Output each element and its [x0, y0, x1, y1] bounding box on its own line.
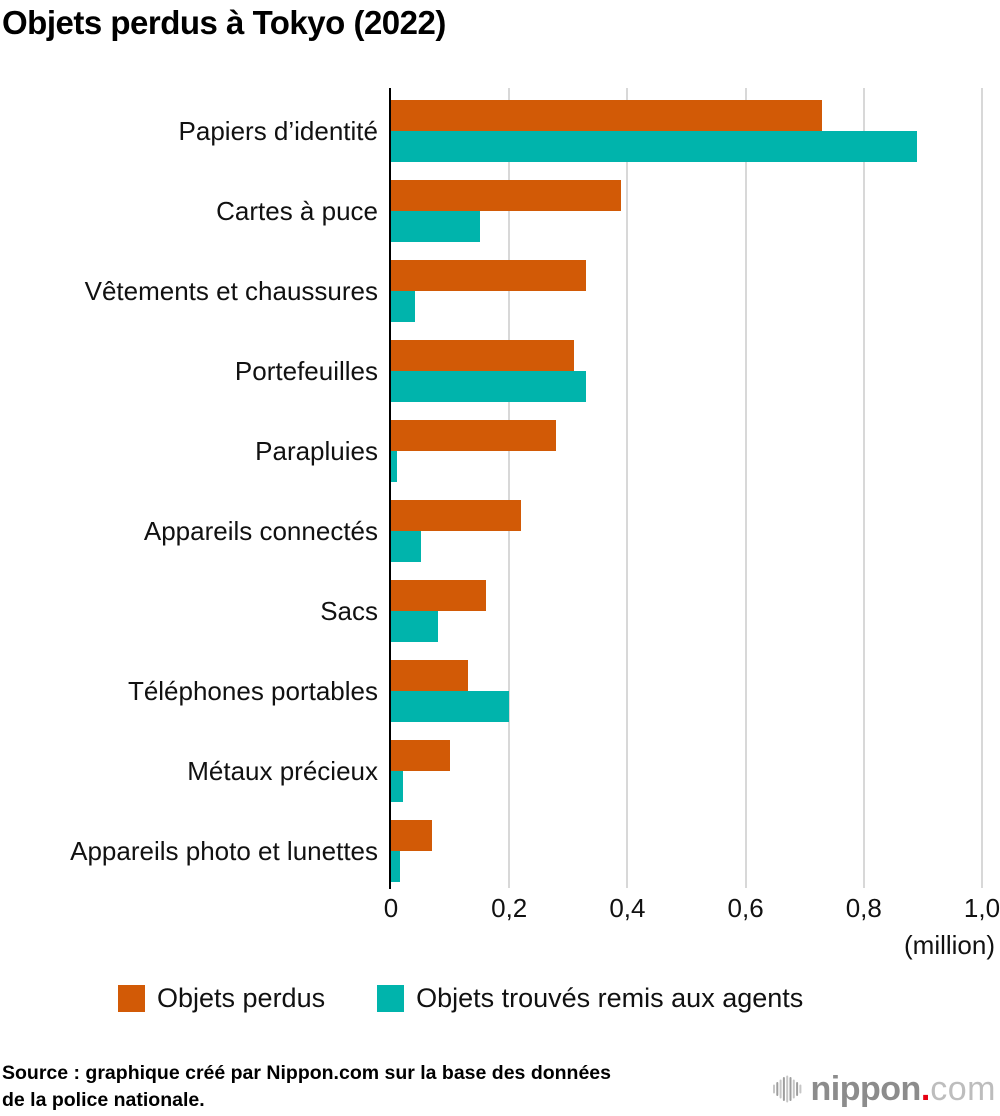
bar-objets-perdus	[391, 740, 451, 771]
bar-objets-perdus	[391, 820, 433, 851]
category-labels: Papiers d’identité Cartes à puce Vêtements…	[0, 88, 378, 888]
legend-label: Objets trouvés remis aux agents	[416, 983, 804, 1013]
nippon-logo: nippon.com	[772, 1070, 996, 1108]
category-label: Cartes à puce	[216, 196, 378, 226]
bar-objets-trouves	[391, 291, 415, 322]
bar-objets-perdus	[391, 500, 522, 531]
x-tick-label: 0,6	[727, 893, 764, 923]
legend-item: Objets perdus	[118, 983, 325, 1014]
category-label: Vêtements et chaussures	[84, 276, 378, 306]
y-axis-line	[389, 88, 391, 889]
bar-objets-perdus	[391, 340, 575, 371]
legend-swatch	[118, 985, 145, 1012]
legend-swatch	[377, 985, 405, 1012]
category-label: Appareils photo et lunettes	[70, 836, 378, 866]
category-label: Portefeuilles	[234, 356, 378, 386]
category-label: Papiers d’identité	[178, 116, 378, 146]
bar-objets-perdus	[391, 180, 622, 211]
category-label: Sacs	[320, 596, 378, 626]
gridline	[626, 88, 629, 888]
category-label: Métaux précieux	[187, 756, 378, 786]
x-tick-label: 1,0	[963, 893, 1000, 923]
bar-objets-trouves	[391, 611, 439, 642]
gridline	[981, 88, 983, 888]
gridline	[862, 88, 865, 888]
x-tick-label: 0,8	[845, 893, 882, 923]
x-tick-label: 0,2	[491, 893, 528, 923]
legend-label: Objets perdus	[157, 983, 326, 1013]
bar-objets-trouves	[391, 131, 917, 162]
bar-objets-perdus	[391, 420, 557, 451]
soundwave-icon	[772, 1075, 801, 1103]
plot-area	[389, 88, 989, 889]
source-note: Source : graphique créé par Nippon.com s…	[2, 1060, 611, 1114]
x-tick-label: 0,4	[609, 893, 646, 923]
bar-objets-trouves	[391, 531, 421, 562]
chart-title: Objets perdus à Tokyo (2022)	[2, 4, 446, 41]
bar-objets-perdus	[391, 660, 468, 691]
x-axis-ticks: 0 0,2 0,4 0,6 0,8 1,0	[0, 893, 1000, 923]
bar-objets-trouves	[391, 851, 400, 882]
source-line-2: de la police nationale.	[2, 1089, 205, 1111]
bar-objets-trouves	[391, 211, 480, 242]
bar-objets-trouves	[391, 771, 403, 802]
gridline	[744, 88, 747, 888]
bar-objets-trouves	[391, 691, 510, 722]
bar-objets-perdus	[391, 100, 823, 131]
legend-item: Objets trouvés remis aux agents	[377, 983, 803, 1014]
category-label: Téléphones portables	[127, 676, 378, 706]
gridline	[508, 88, 511, 888]
nippon-wordmark: nippon.com	[810, 1070, 996, 1108]
bar-objets-trouves	[391, 451, 397, 482]
source-line-1: Source : graphique créé par Nippon.com s…	[2, 1062, 611, 1084]
x-tick-label: 0	[383, 893, 399, 923]
legend: Objets perdus Objets trouvés remis aux ag…	[118, 983, 803, 1014]
axis-unit-label: (million)	[904, 930, 995, 960]
category-label: Appareils connectés	[143, 516, 378, 546]
bar-objets-perdus	[391, 260, 587, 291]
bar-objets-perdus	[391, 580, 486, 611]
category-label: Parapluies	[255, 436, 378, 466]
bar-objets-trouves	[391, 371, 587, 402]
